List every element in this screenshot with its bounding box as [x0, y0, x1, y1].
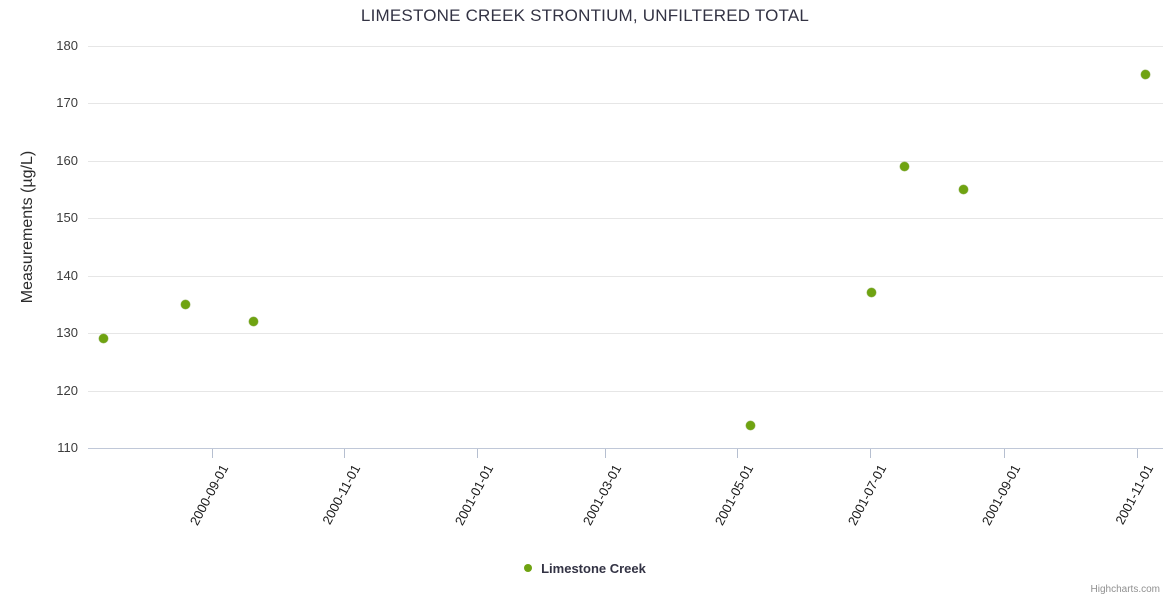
x-axis-tick-label: 2001-01-01 [451, 462, 496, 528]
gridline [88, 218, 1163, 220]
y-axis-tick-label: 160 [56, 152, 78, 168]
x-axis-tick-mark [1004, 449, 1006, 458]
x-axis-tick-label: 2001-03-01 [579, 462, 625, 528]
gridline [88, 333, 1163, 335]
chart-legend: Limestone Creek [0, 560, 1170, 576]
plot-area [88, 46, 1163, 449]
data-point[interactable] [181, 299, 191, 309]
y-axis-tick-label: 120 [56, 382, 78, 398]
x-axis-tick-mark [344, 449, 346, 458]
data-point[interactable] [900, 162, 910, 172]
x-axis-tick-mark [869, 449, 871, 458]
data-point[interactable] [745, 420, 755, 430]
y-axis-tick-label: 170 [56, 95, 78, 111]
gridline [88, 160, 1163, 162]
x-axis-tick-mark [1136, 449, 1138, 458]
data-point[interactable] [958, 185, 968, 195]
gridline [88, 46, 1163, 47]
x-axis-tick-label: 2001-05-01 [712, 462, 757, 528]
x-axis-tick-label: 2001-09-01 [979, 462, 1024, 528]
y-axis-tick-label: 130 [56, 325, 78, 341]
highcharts-credits-link[interactable]: Highcharts.com [1090, 584, 1160, 595]
gridline [88, 275, 1163, 277]
legend-item[interactable]: Limestone Creek [524, 560, 646, 576]
y-axis-tick-label: 140 [56, 267, 78, 283]
x-axis-tick-mark [604, 449, 606, 458]
y-axis-tick-label: 110 [57, 440, 78, 455]
data-point[interactable] [1141, 70, 1151, 80]
chart-title: LIMESTONE CREEK STRONTIUM, UNFILTERED TO… [360, 6, 810, 25]
data-point[interactable] [867, 288, 877, 298]
x-axis-line [88, 448, 1163, 449]
legend-label: Limestone Creek [541, 561, 646, 577]
x-axis-tick-label: 2001-11-01 [1112, 462, 1157, 527]
x-axis-tick-label: 2000-09-01 [186, 462, 232, 528]
legend-marker-icon [524, 563, 533, 572]
x-axis-tick-mark [476, 449, 478, 458]
gridline [88, 103, 1163, 105]
x-axis-tick-label: 2001-07-01 [844, 462, 890, 528]
y-axis-tick-label: 150 [56, 210, 78, 226]
y-axis-tick-labels: 110 120 130 140 150 160 170 180 [0, 38, 78, 455]
x-axis-tick-mark [737, 449, 739, 458]
x-axis-tick-mark [211, 449, 213, 458]
data-point[interactable] [98, 334, 108, 344]
gridline [88, 390, 1163, 392]
x-axis-tick-label: 2000-11-01 [319, 462, 364, 527]
data-point[interactable] [248, 317, 258, 327]
y-axis-tick-label: 180 [56, 38, 78, 53]
